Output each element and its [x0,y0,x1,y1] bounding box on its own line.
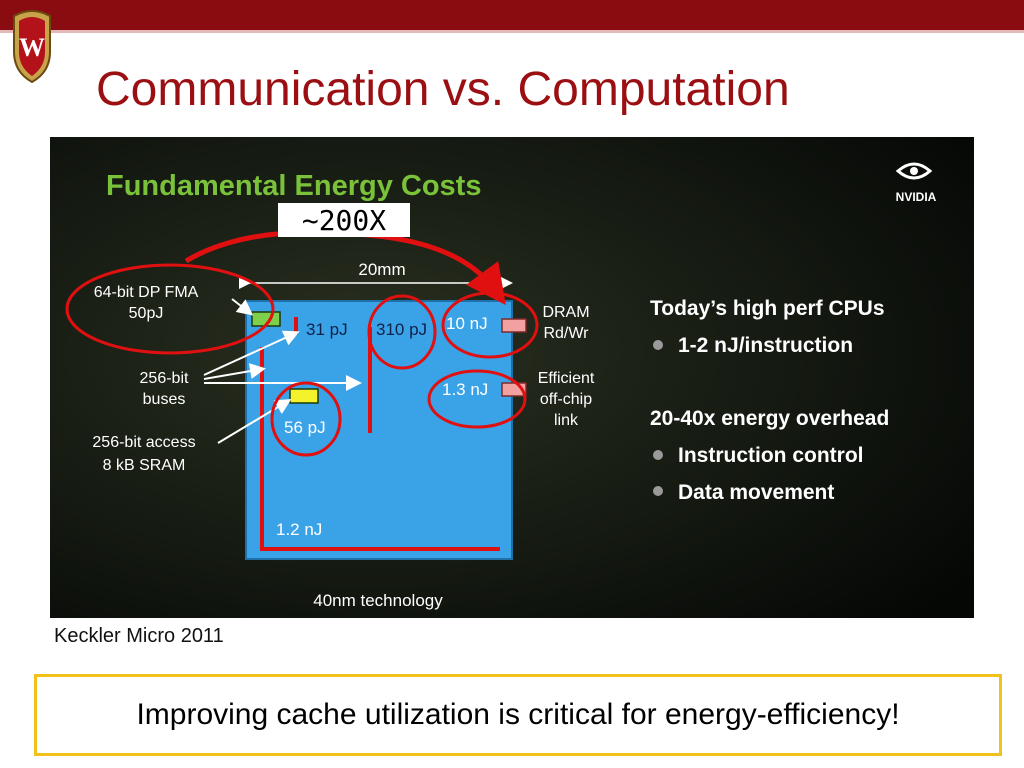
title-bar-rule [0,30,1024,33]
technology-label: 40nm technology [313,591,443,610]
title-bar-stripe [0,0,1024,30]
sram-label-line2: 8 kB SRAM [103,457,186,474]
link-label-line2: off-chip [540,391,592,408]
sidebar-bullet-2: Instruction control [678,444,864,467]
cross-chip-wire [260,347,500,551]
sidebar-heading-1: Today’s high perf CPUs [650,297,885,320]
wire-highlight-circle [367,294,437,370]
dimension-label: 20mm [358,260,405,279]
sram-pointer-arrow [217,398,292,444]
link-label-line3: link [554,412,579,429]
energy-cost-figure: Fundamental Energy Costs NVIDIA 20mm 31 … [50,137,974,618]
svg-text:W: W [19,33,45,62]
dram-pad [501,318,527,333]
sidebar-heading-2: 20-40x energy overhead [650,407,889,430]
sram-energy-label: 56 pJ [284,418,326,437]
sidebar-bullet-3: Data movement [678,481,834,504]
link-label-line1: Efficient [538,370,595,387]
link-highlight-circle [427,369,527,429]
sram-highlight-circle [270,381,342,457]
dram-energy-label: 10 nJ [446,314,488,333]
bus-pointer-arrow-1 [203,330,300,376]
ratio-label-box [278,203,410,237]
bullet-dot-2 [653,450,663,460]
sram-block [289,388,319,404]
callout-text: Improving cache utilization is critical … [136,698,900,731]
sram-label-line1: 256-bit access [92,434,195,451]
ratio-annotation: ~200X [302,204,386,237]
fma-pointer-arrow [231,298,254,316]
bullet-dot-1 [653,340,663,350]
buses-label-line2: buses [143,391,186,408]
dram-label-line1: DRAM [542,304,589,321]
nvidia-logo: NVIDIA [896,162,937,204]
fma-label-line2: 50pJ [129,305,164,322]
fma-label-line1: 64-bit DP FMA [94,284,199,301]
callout-box: Improving cache utilization is critical … [34,674,1002,756]
university-crest-logo: W [13,10,51,84]
link-energy-label: 1.3 nJ [442,380,488,399]
slide-title: Communication vs. Computation [96,63,790,116]
buses-label-line1: 256-bit [140,370,189,387]
figure-heading: Fundamental Energy Costs [106,170,481,202]
dram-highlight-circle [441,291,539,359]
wire-energy-label: 310 pJ [376,320,427,339]
source-caption: Keckler Micro 2011 [54,625,224,647]
dram-label-line2: Rd/Wr [543,325,589,342]
cross-chip-energy-label: 1.2 nJ [276,520,322,539]
bus-pointer-arrow-2 [203,363,266,380]
fma-highlight-circle [65,263,275,355]
chip-die [245,300,513,560]
nvidia-wordmark: NVIDIA [896,190,937,204]
sidebar-bullet-1: 1-2 nJ/instruction [678,334,853,357]
fma-energy-label: 31 pJ [306,320,348,339]
bullet-dot-3 [653,486,663,496]
